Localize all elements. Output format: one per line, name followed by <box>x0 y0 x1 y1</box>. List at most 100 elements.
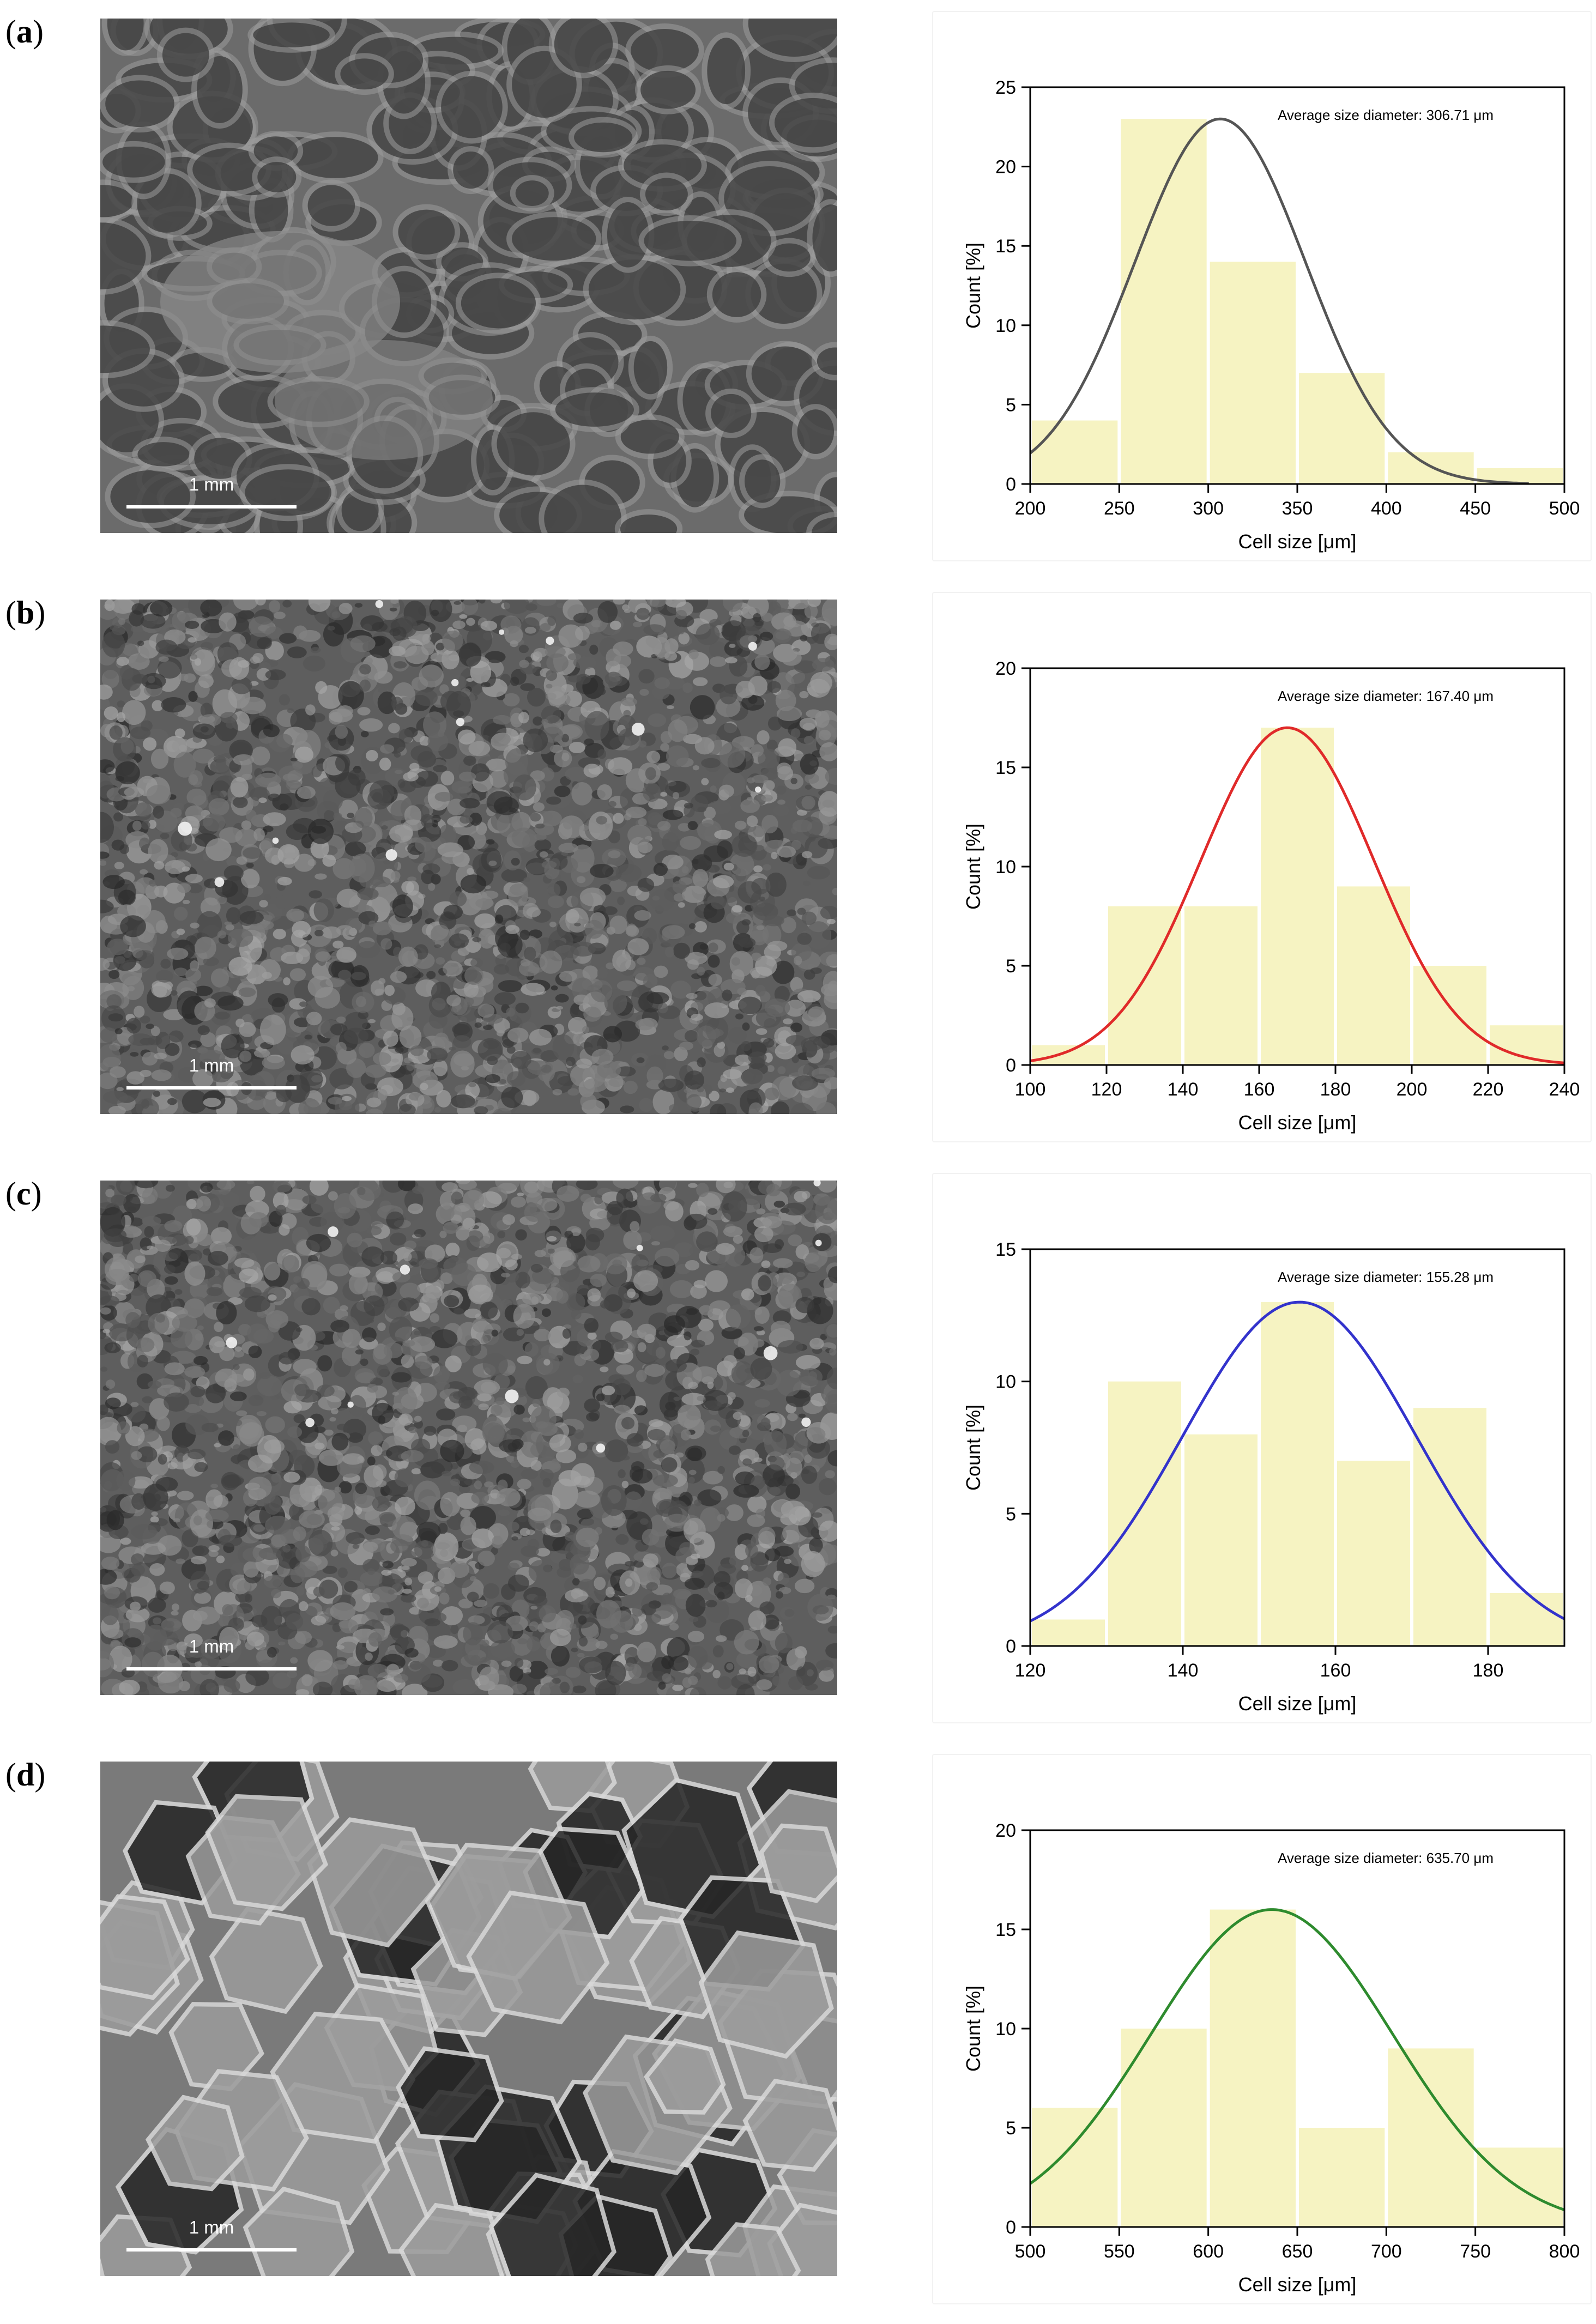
surface-grain <box>374 671 392 684</box>
surface-grain <box>559 971 577 982</box>
surface-grain <box>390 608 397 612</box>
surface-grain <box>548 895 564 908</box>
surface-grain <box>472 937 481 942</box>
surface-grain <box>691 1014 703 1021</box>
cell-pore <box>340 58 388 89</box>
surface-grain <box>491 733 514 751</box>
surface-grain <box>654 863 668 876</box>
surface-grain <box>137 640 144 646</box>
surface-grain <box>135 802 152 817</box>
surface-grain <box>520 930 530 940</box>
surface-grain <box>383 1031 398 1047</box>
surface-grain <box>741 1069 764 1086</box>
bright-particle <box>451 679 458 686</box>
surface-grain <box>773 628 791 643</box>
surface-grain <box>454 601 461 605</box>
surface-grain <box>223 848 231 852</box>
surface-grain <box>191 1556 207 1564</box>
surface-grain <box>472 685 481 694</box>
surface-grain <box>477 1038 503 1061</box>
surface-grain <box>170 808 182 818</box>
surface-grain <box>446 995 461 1007</box>
surface-grain <box>308 819 334 844</box>
surface-grain <box>802 851 812 858</box>
surface-grain <box>264 894 271 900</box>
surface-grain <box>577 1255 600 1272</box>
cell-pore <box>512 217 596 261</box>
surface-grain <box>513 774 536 801</box>
surface-grain <box>660 792 667 797</box>
surface-grain <box>597 967 608 979</box>
surface-grain <box>146 1024 154 1029</box>
cell-pore <box>707 38 745 104</box>
surface-grain <box>700 943 709 949</box>
bright-particle <box>748 642 757 651</box>
surface-grain <box>140 869 148 875</box>
surface-grain <box>765 998 790 1017</box>
surface-grain <box>116 761 140 784</box>
surface-grain <box>704 1630 714 1637</box>
surface-grain <box>148 839 168 863</box>
surface-grain <box>692 869 708 887</box>
surface-grain <box>268 993 288 1007</box>
surface-grain <box>185 874 203 883</box>
surface-grain <box>165 1043 180 1056</box>
surface-grain <box>754 654 770 670</box>
surface-grain <box>307 1650 332 1672</box>
surface-grain <box>466 816 473 822</box>
surface-grain <box>420 1083 428 1090</box>
surface-grain <box>581 1194 592 1202</box>
surface-grain <box>488 861 497 866</box>
surface-grain <box>299 1001 307 1007</box>
surface-grain <box>461 874 486 893</box>
surface-grain <box>401 881 414 893</box>
surface-grain <box>719 785 734 798</box>
surface-grain <box>597 601 618 623</box>
surface-grain <box>797 908 806 915</box>
surface-grain <box>365 1526 380 1535</box>
surface-grain <box>771 1321 791 1336</box>
surface-grain <box>569 742 585 753</box>
surface-grain <box>378 1089 388 1100</box>
surface-grain <box>305 1034 312 1039</box>
surface-grain <box>335 772 360 798</box>
surface-grain <box>337 889 361 908</box>
surface-grain <box>713 1645 724 1657</box>
surface-grain <box>159 656 169 662</box>
surface-grain <box>499 943 511 952</box>
cell-pore <box>257 162 296 192</box>
surface-grain <box>719 1088 726 1092</box>
surface-grain <box>368 921 376 927</box>
surface-grain <box>480 621 497 631</box>
surface-grain <box>540 623 551 631</box>
surface-grain <box>188 637 196 643</box>
surface-grain <box>421 870 434 884</box>
surface-grain <box>626 925 639 937</box>
surface-grain <box>293 1276 301 1283</box>
surface-grain <box>477 1003 494 1018</box>
surface-grain <box>517 1193 524 1196</box>
surface-grain <box>588 1332 597 1340</box>
surface-grain <box>204 998 216 1008</box>
surface-grain <box>200 600 222 616</box>
surface-grain <box>584 764 601 778</box>
surface-grain <box>211 969 229 988</box>
surface-grain <box>148 1597 166 1613</box>
surface-grain <box>241 820 252 830</box>
surface-grain <box>603 1026 622 1042</box>
surface-grain <box>494 992 516 1006</box>
surface-grain <box>513 1405 524 1415</box>
surface-grain <box>651 1241 660 1245</box>
surface-grain <box>484 1481 493 1487</box>
surface-grain <box>652 637 670 658</box>
surface-grain <box>590 864 614 878</box>
surface-grain <box>172 1603 179 1611</box>
surface-grain <box>452 1024 470 1036</box>
surface-grain <box>610 621 621 630</box>
surface-grain <box>177 883 191 893</box>
surface-grain <box>815 711 830 728</box>
surface-grain <box>577 1653 585 1657</box>
surface-grain <box>530 813 541 822</box>
surface-grain <box>519 660 529 668</box>
